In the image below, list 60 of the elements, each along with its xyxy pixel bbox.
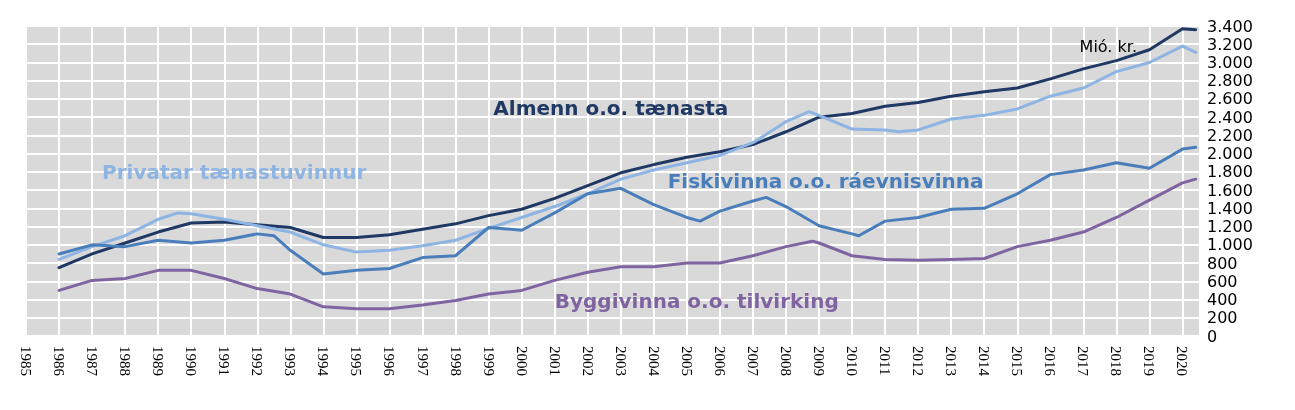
- x-tick-label: 2019: [1141, 346, 1158, 376]
- y-tick-label: 3.200: [1207, 34, 1253, 54]
- x-tick-label: 2006: [711, 346, 728, 377]
- y-tick-label: 2.000: [1207, 144, 1253, 164]
- x-tick-label: 1989: [150, 346, 167, 376]
- x-tick-label: 1993: [282, 346, 299, 376]
- x-tick-label: 2011: [877, 346, 894, 376]
- x-tick-label: 2017: [1075, 346, 1092, 377]
- text: Privatar tænastuvinnur: [102, 159, 367, 184]
- x-tick-label: 2005: [678, 346, 695, 376]
- x-tick-label: 1991: [216, 346, 233, 376]
- x-tick-label: 2008: [777, 346, 794, 376]
- y-tick-label: 400: [1207, 290, 1238, 310]
- x-tick-label: 1987: [84, 346, 101, 377]
- y-tick-label: 1.800: [1207, 162, 1253, 182]
- x-tick-label: 2002: [579, 346, 596, 376]
- y-tick-label: 600: [1207, 271, 1238, 291]
- x-tick-label: 1988: [117, 346, 134, 376]
- x-tick-label: 2015: [1009, 346, 1026, 376]
- x-tick-label: 1997: [414, 346, 431, 377]
- y-tick-label: 2.400: [1207, 107, 1253, 127]
- x-tick-label: 1986: [51, 346, 68, 377]
- x-tick-label: 1998: [447, 346, 464, 376]
- y-tick-label: 1.600: [1207, 180, 1253, 200]
- x-tick-label: 2009: [811, 346, 828, 376]
- x-tick-label: 1994: [315, 346, 332, 377]
- series-label: Fiskivinna o.o. ráevnisvinna: [667, 169, 984, 193]
- x-tick-label: 1996: [381, 346, 398, 377]
- y-tick-label: 200: [1207, 308, 1238, 328]
- x-tick-label: 2018: [1108, 346, 1125, 376]
- y-tick-label: 1.200: [1207, 217, 1253, 237]
- y-tick-label: 1.000: [1207, 235, 1253, 255]
- x-tick-label: 2013: [943, 346, 960, 376]
- x-tick-label: 1999: [480, 346, 497, 376]
- y-tick-label: 2.600: [1207, 89, 1253, 109]
- y-tick-label: 800: [1207, 253, 1238, 273]
- x-tick-label: 2010: [844, 346, 861, 376]
- x-tick-label: 1990: [183, 346, 200, 376]
- x-tick-label: 2007: [744, 346, 761, 377]
- x-tick-label: 2020: [1174, 346, 1191, 376]
- series-label: Byggivinna o.o. tilvirking: [554, 289, 839, 314]
- y-tick-label: 3.400: [1207, 16, 1253, 36]
- x-tick-label: 2016: [1042, 346, 1059, 377]
- x-tick-label: 2014: [976, 346, 993, 377]
- x-tick-label: 2003: [612, 346, 629, 376]
- x-tick-label: 2004: [645, 346, 662, 377]
- series-label: Almenn o.o. tænasta: [493, 96, 729, 121]
- y-tick-label: 2.800: [1207, 71, 1253, 91]
- y-tick-label: 2.200: [1207, 125, 1253, 145]
- x-tick-label: 1985: [18, 346, 34, 376]
- y-axis-title: Mió. kr.: [1079, 36, 1137, 56]
- x-tick-label: 2012: [910, 346, 927, 376]
- x-tick-label: 2001: [546, 346, 563, 376]
- y-tick-label: 0: [1207, 326, 1218, 346]
- y-tick-label: 1.400: [1207, 198, 1253, 218]
- y-tick-label: 3.000: [1207, 52, 1253, 72]
- x-tick-label: 1995: [348, 346, 365, 376]
- line-series: [57, 145, 1198, 276]
- x-tick-label: 2000: [513, 346, 530, 376]
- x-tick-label: 1992: [249, 346, 266, 376]
